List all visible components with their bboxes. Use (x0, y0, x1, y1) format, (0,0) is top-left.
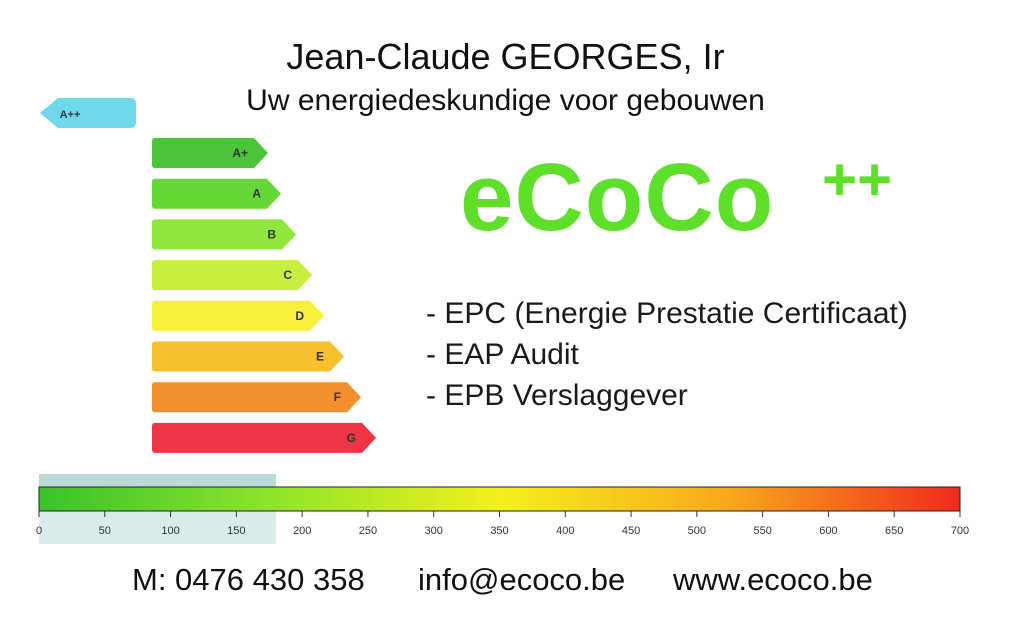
owner-name: Jean-Claude GEORGES, Ir (286, 36, 725, 77)
brand-logo-superscript: ++ (822, 146, 893, 213)
scale-tick-label: 0 (36, 525, 42, 537)
scale-tick-label: 300 (425, 525, 443, 537)
service-item: - EAP Audit (426, 338, 579, 371)
brand-logo: eCoCo (460, 144, 775, 251)
scale-tick-label: 350 (490, 525, 508, 537)
scale-tick-label: 400 (556, 525, 574, 537)
scale-highlight-top (39, 474, 276, 487)
energy-class-bar: F (152, 382, 361, 413)
scale-tick-label: 550 (753, 525, 771, 537)
energy-class-label: A++ (60, 109, 81, 121)
energy-class-bar: G (152, 422, 376, 453)
service-item: - EPC (Energie Prestatie Certificaat) (426, 297, 908, 330)
energy-class-bar: B (152, 219, 296, 250)
service-item: - EPB Verslaggever (426, 379, 688, 412)
energy-scale: 0 50 100 150 200 250 300 350 400 450 500 550 600 650 7… (36, 474, 969, 544)
scale-tick-label: 250 (359, 525, 377, 537)
energy-class-label: A+ (232, 146, 248, 160)
scale-tick-label: 450 (622, 525, 640, 537)
energy-class-label: D (295, 309, 304, 323)
tagline: Uw energiedeskundige voor gebouwen (246, 84, 765, 117)
energy-class-a-plus-plus: A++ (40, 98, 136, 128)
energy-class-label: F (334, 390, 341, 404)
energy-label-chart: A++ A+ A B C D E F G (40, 98, 376, 453)
energy-class-bar: A+ (152, 138, 268, 168)
energy-class-bar: E (152, 341, 344, 372)
scale-tick-label: 100 (161, 525, 179, 537)
scale-tick-label: 650 (885, 525, 903, 537)
scale-tick-label: 200 (293, 525, 311, 537)
energy-class-bar: A (152, 178, 281, 209)
energy-class-bar: C (152, 260, 312, 291)
energy-class-label: E (316, 350, 324, 364)
phone-number: M: 0476 430 358 (132, 562, 365, 597)
services-list: - EPC (Energie Prestatie Certificaat) - … (426, 293, 908, 416)
energy-class-label: A (252, 187, 261, 201)
scale-tick-label: 500 (688, 525, 706, 537)
energy-class-label: C (283, 268, 292, 282)
email-address: info@ecoco.be (418, 562, 626, 597)
scale-gradient-bar (38, 486, 961, 512)
website: www.ecoco.be (673, 562, 873, 597)
scale-tick-label: 150 (227, 525, 245, 537)
energy-class-bar: D (152, 300, 324, 331)
energy-class-label: G (347, 431, 356, 445)
energy-class-label: B (267, 227, 276, 241)
scale-tick-label: 600 (819, 525, 837, 537)
scale-tick-label: 50 (99, 525, 111, 537)
scale-tick-label: 700 (951, 525, 969, 537)
